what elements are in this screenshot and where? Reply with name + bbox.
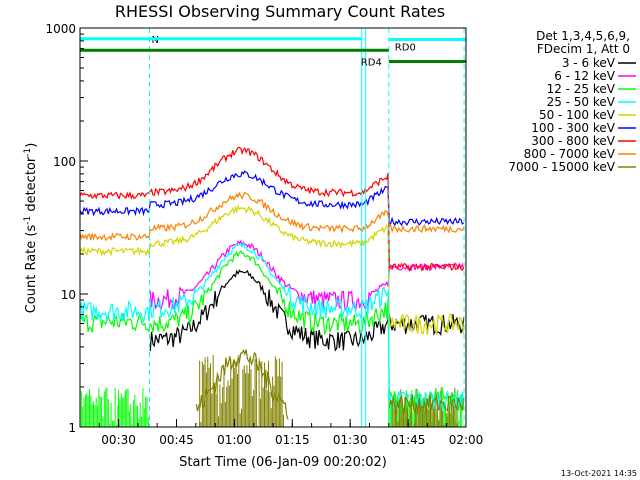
legend-label-7: 800 - 7000 keV — [524, 147, 616, 161]
chart-title: RHESSI Observing Summary Count Rates — [115, 2, 445, 21]
x-axis-ticks: 00:30 00:45 01:00 01:15 01:30 01:45 02:00 — [79, 419, 484, 447]
y-axis-ticks: 1 10 100 1000 — [45, 22, 88, 435]
annotation-bar-4 — [388, 59, 466, 63]
x-tick-label-1: 00:45 — [159, 433, 194, 447]
x-axis-label: Start Time (06-Jan-09 00:20:02) — [179, 455, 387, 470]
annotation-bar-2 — [388, 37, 466, 41]
legend-label-3: 25 - 50 keV — [547, 95, 616, 109]
legend: Det 1,3,4,5,6,9, FDecim 1, Att 0 3 - 6 k… — [508, 29, 636, 174]
series-line-1 — [149, 239, 465, 311]
series-line-7 — [79, 191, 465, 242]
x-tick-label-5: 01:45 — [391, 433, 426, 447]
series-line-3 — [79, 241, 465, 413]
legend-header-1: Det 1,3,4,5,6,9, — [536, 29, 630, 43]
series-line-2 — [79, 250, 465, 414]
x-tick-label-6: 02:00 — [449, 433, 484, 447]
annotation-label-2: RD0 — [395, 42, 416, 53]
annotation-bar-1 — [149, 37, 362, 41]
y-axis-label: Count Rate (s-1 detector-1) — [23, 143, 39, 314]
x-tick-label-0: 00:30 — [101, 433, 136, 447]
annotation-label-4: RD4 — [361, 57, 382, 68]
series-line-5 — [79, 170, 465, 227]
legend-label-8: 7000 - 15000 keV — [508, 160, 615, 174]
x-tick-label-3: 01:15 — [275, 433, 310, 447]
legend-label-5: 100 - 300 keV — [531, 121, 615, 135]
series-line-0 — [149, 269, 465, 352]
legend-label-6: 300 - 800 keV — [531, 134, 615, 148]
plot-frame — [79, 27, 467, 428]
legend-header-2: FDecim 1, Att 0 — [537, 42, 630, 56]
x-tick-label-2: 01:00 — [217, 433, 252, 447]
legend-label-1: 6 - 12 keV — [554, 69, 616, 83]
y-tick-label-1: 10 — [61, 288, 76, 302]
series-line-4 — [79, 204, 465, 335]
series-layer — [79, 146, 465, 420]
annotation-bar-3 — [80, 48, 389, 52]
x-tick-label-4: 01:30 — [333, 433, 368, 447]
y-tick-label-3: 1000 — [45, 22, 76, 36]
annotation-bar-0 — [80, 37, 150, 41]
legend-label-2: 12 - 25 keV — [547, 82, 616, 96]
y-tick-label-2: 100 — [53, 155, 76, 169]
annotation-layer: NRD0RD4 — [80, 28, 466, 427]
y-tick-label-0: 1 — [68, 421, 76, 435]
legend-label-0: 3 - 6 keV — [562, 56, 616, 70]
legend-label-4: 50 - 100 keV — [539, 108, 616, 122]
series-line-8 — [195, 348, 465, 420]
series-line-6 — [79, 146, 465, 273]
footer-timestamp: 13-Oct-2021 14:35 — [561, 469, 637, 478]
